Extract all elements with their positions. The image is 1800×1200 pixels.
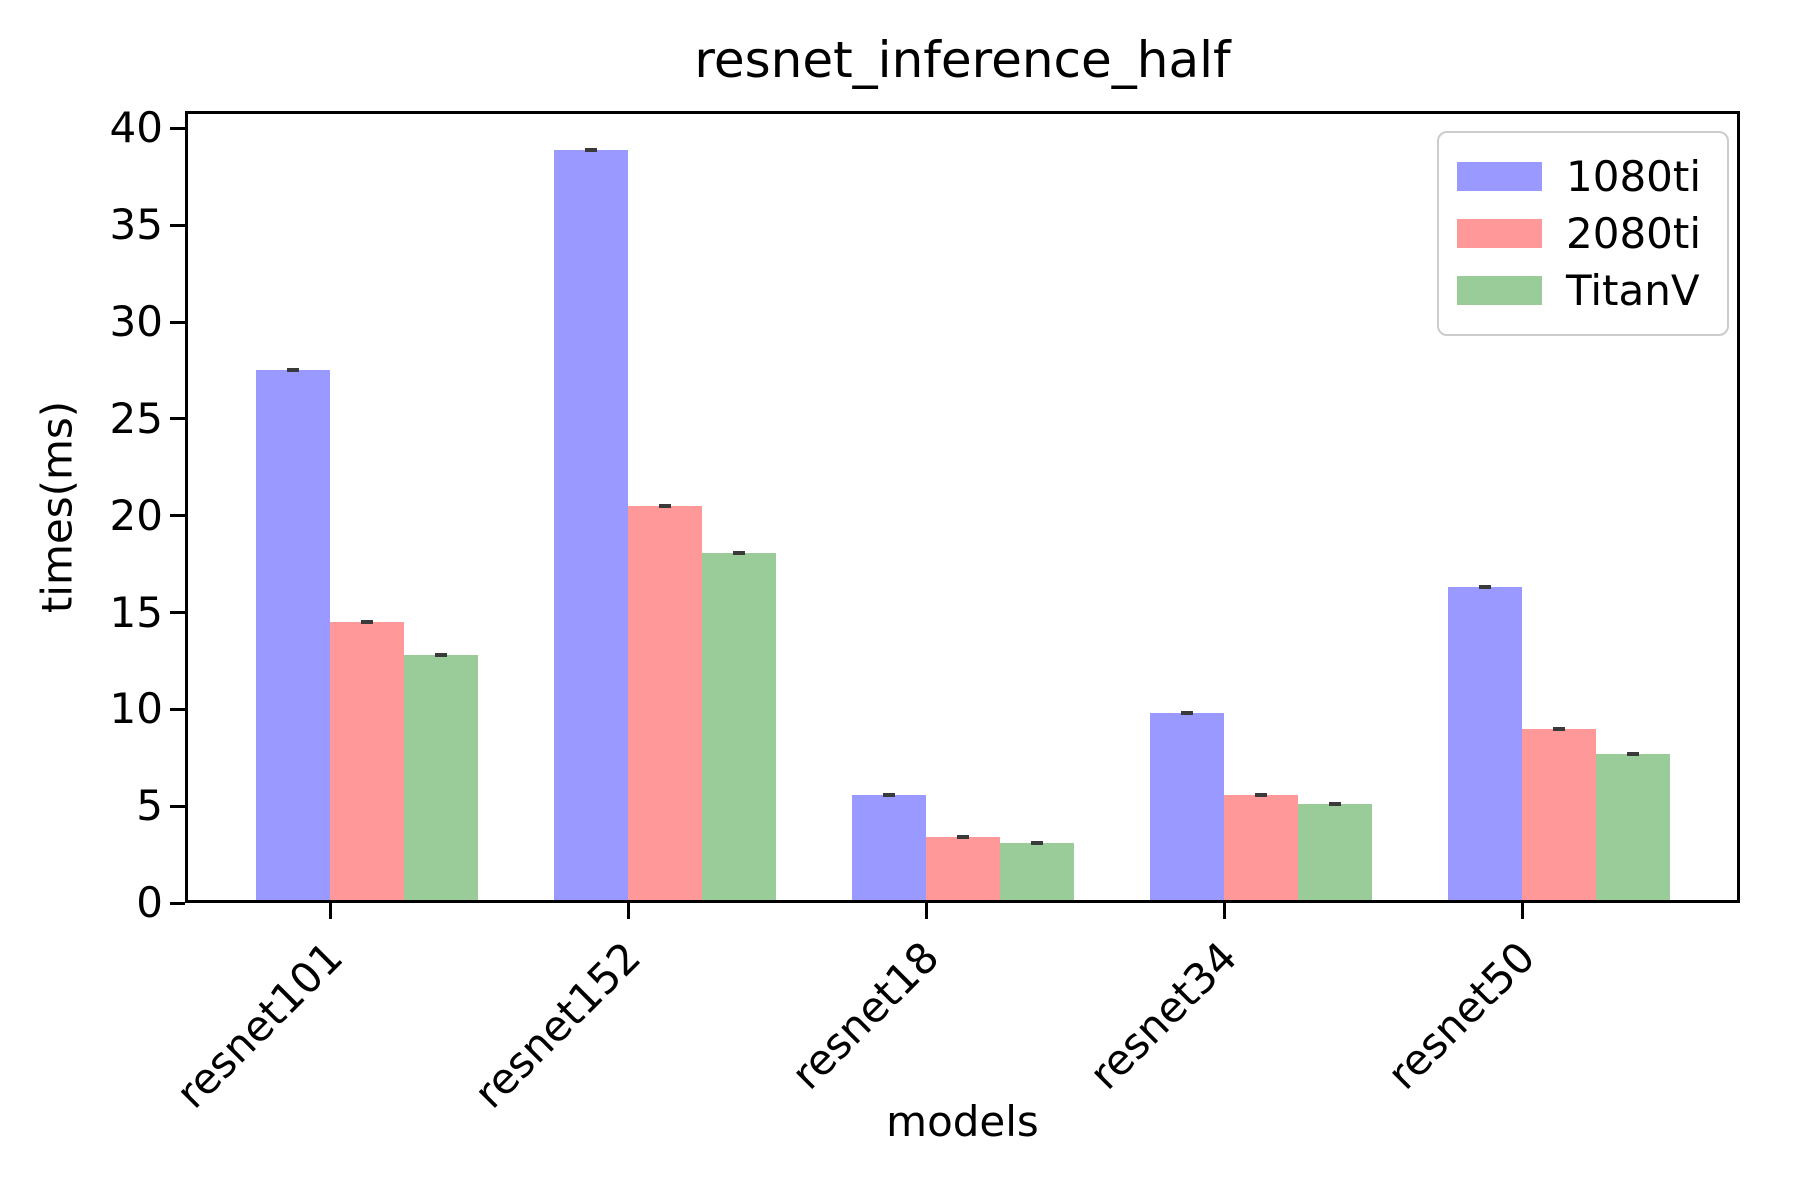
y-tick-mark	[170, 320, 185, 324]
legend-swatch-TitanV	[1457, 276, 1542, 305]
x-tick-label: resnet34	[1079, 932, 1246, 1099]
x-tick-mark	[1520, 903, 1524, 919]
bar-resnet34-1080ti	[1150, 713, 1224, 903]
y-tick-mark	[170, 417, 185, 421]
bar-resnet152-1080ti	[554, 150, 628, 903]
bar-resnet50-1080ti	[1448, 587, 1522, 903]
error-bar-cap	[1329, 802, 1341, 806]
y-tick-label: 40	[109, 103, 163, 153]
y-tick-label: 10	[109, 684, 163, 734]
error-bar-cap	[361, 620, 373, 624]
y-tick-label: 30	[109, 297, 163, 347]
legend: 1080ti 2080ti TitanV	[1437, 131, 1729, 336]
x-tick-mark	[924, 903, 928, 919]
bar-resnet18-1080ti	[852, 795, 926, 903]
x-tick-mark	[328, 903, 332, 919]
x-tick-label: resnet50	[1377, 932, 1544, 1099]
chart-title: resnet_inference_half	[694, 31, 1231, 89]
x-tick-label: resnet18	[781, 932, 948, 1099]
error-bar-cap	[883, 793, 895, 797]
bar-resnet34-TitanV	[1298, 804, 1372, 903]
error-bar-cap	[1553, 727, 1565, 731]
error-bar-cap	[287, 368, 299, 372]
x-tick-label: resnet101	[166, 932, 352, 1118]
y-tick-mark	[170, 804, 185, 808]
bar-resnet18-2080ti	[926, 837, 1000, 903]
legend-label: 1080ti	[1566, 152, 1702, 201]
error-bar-cap	[1479, 585, 1491, 589]
legend-label: TitanV	[1566, 266, 1700, 315]
bar-resnet101-TitanV	[404, 655, 478, 903]
error-bar-cap	[435, 653, 447, 657]
legend-item-1080ti: 1080ti	[1457, 151, 1709, 202]
bar-resnet50-2080ti	[1522, 729, 1596, 903]
y-axis-label: times(ms)	[32, 400, 82, 614]
error-bar-cap	[659, 504, 671, 508]
legend-label: 2080ti	[1566, 209, 1702, 258]
y-tick-label: 35	[109, 200, 163, 250]
y-tick-label: 0	[136, 878, 163, 927]
y-tick-mark	[170, 901, 185, 905]
y-tick-label: 25	[109, 393, 163, 443]
bar-resnet152-TitanV	[702, 553, 776, 903]
error-bar-cap	[733, 551, 745, 555]
x-axis-label: models	[886, 1097, 1039, 1146]
x-tick-mark	[626, 903, 630, 919]
y-tick-mark	[170, 611, 185, 615]
bar-resnet101-2080ti	[330, 622, 404, 903]
bar-resnet152-2080ti	[628, 506, 702, 903]
bar-resnet50-TitanV	[1596, 754, 1670, 903]
y-tick-mark	[170, 707, 185, 711]
error-bar-cap	[1255, 793, 1267, 797]
legend-item-TitanV: TitanV	[1457, 265, 1709, 316]
error-bar-cap	[1031, 841, 1043, 845]
error-bar-cap	[1181, 711, 1193, 715]
legend-swatch-2080ti	[1457, 219, 1542, 248]
bar-resnet34-2080ti	[1224, 795, 1298, 903]
legend-item-2080ti: 2080ti	[1457, 208, 1709, 259]
y-tick-label: 20	[109, 490, 163, 540]
legend-swatch-1080ti	[1457, 162, 1542, 191]
y-tick-mark	[170, 514, 185, 518]
x-tick-mark	[1222, 903, 1226, 919]
error-bar-cap	[957, 835, 969, 839]
x-tick-label: resnet152	[464, 932, 650, 1118]
bar-resnet18-TitanV	[1000, 843, 1074, 903]
y-tick-label: 15	[109, 587, 163, 637]
y-tick-label: 5	[136, 781, 163, 831]
y-tick-mark	[170, 126, 185, 130]
error-bar-cap	[1627, 752, 1639, 756]
bar-resnet101-1080ti	[256, 370, 330, 903]
y-tick-mark	[170, 223, 185, 227]
error-bar-cap	[585, 148, 597, 152]
